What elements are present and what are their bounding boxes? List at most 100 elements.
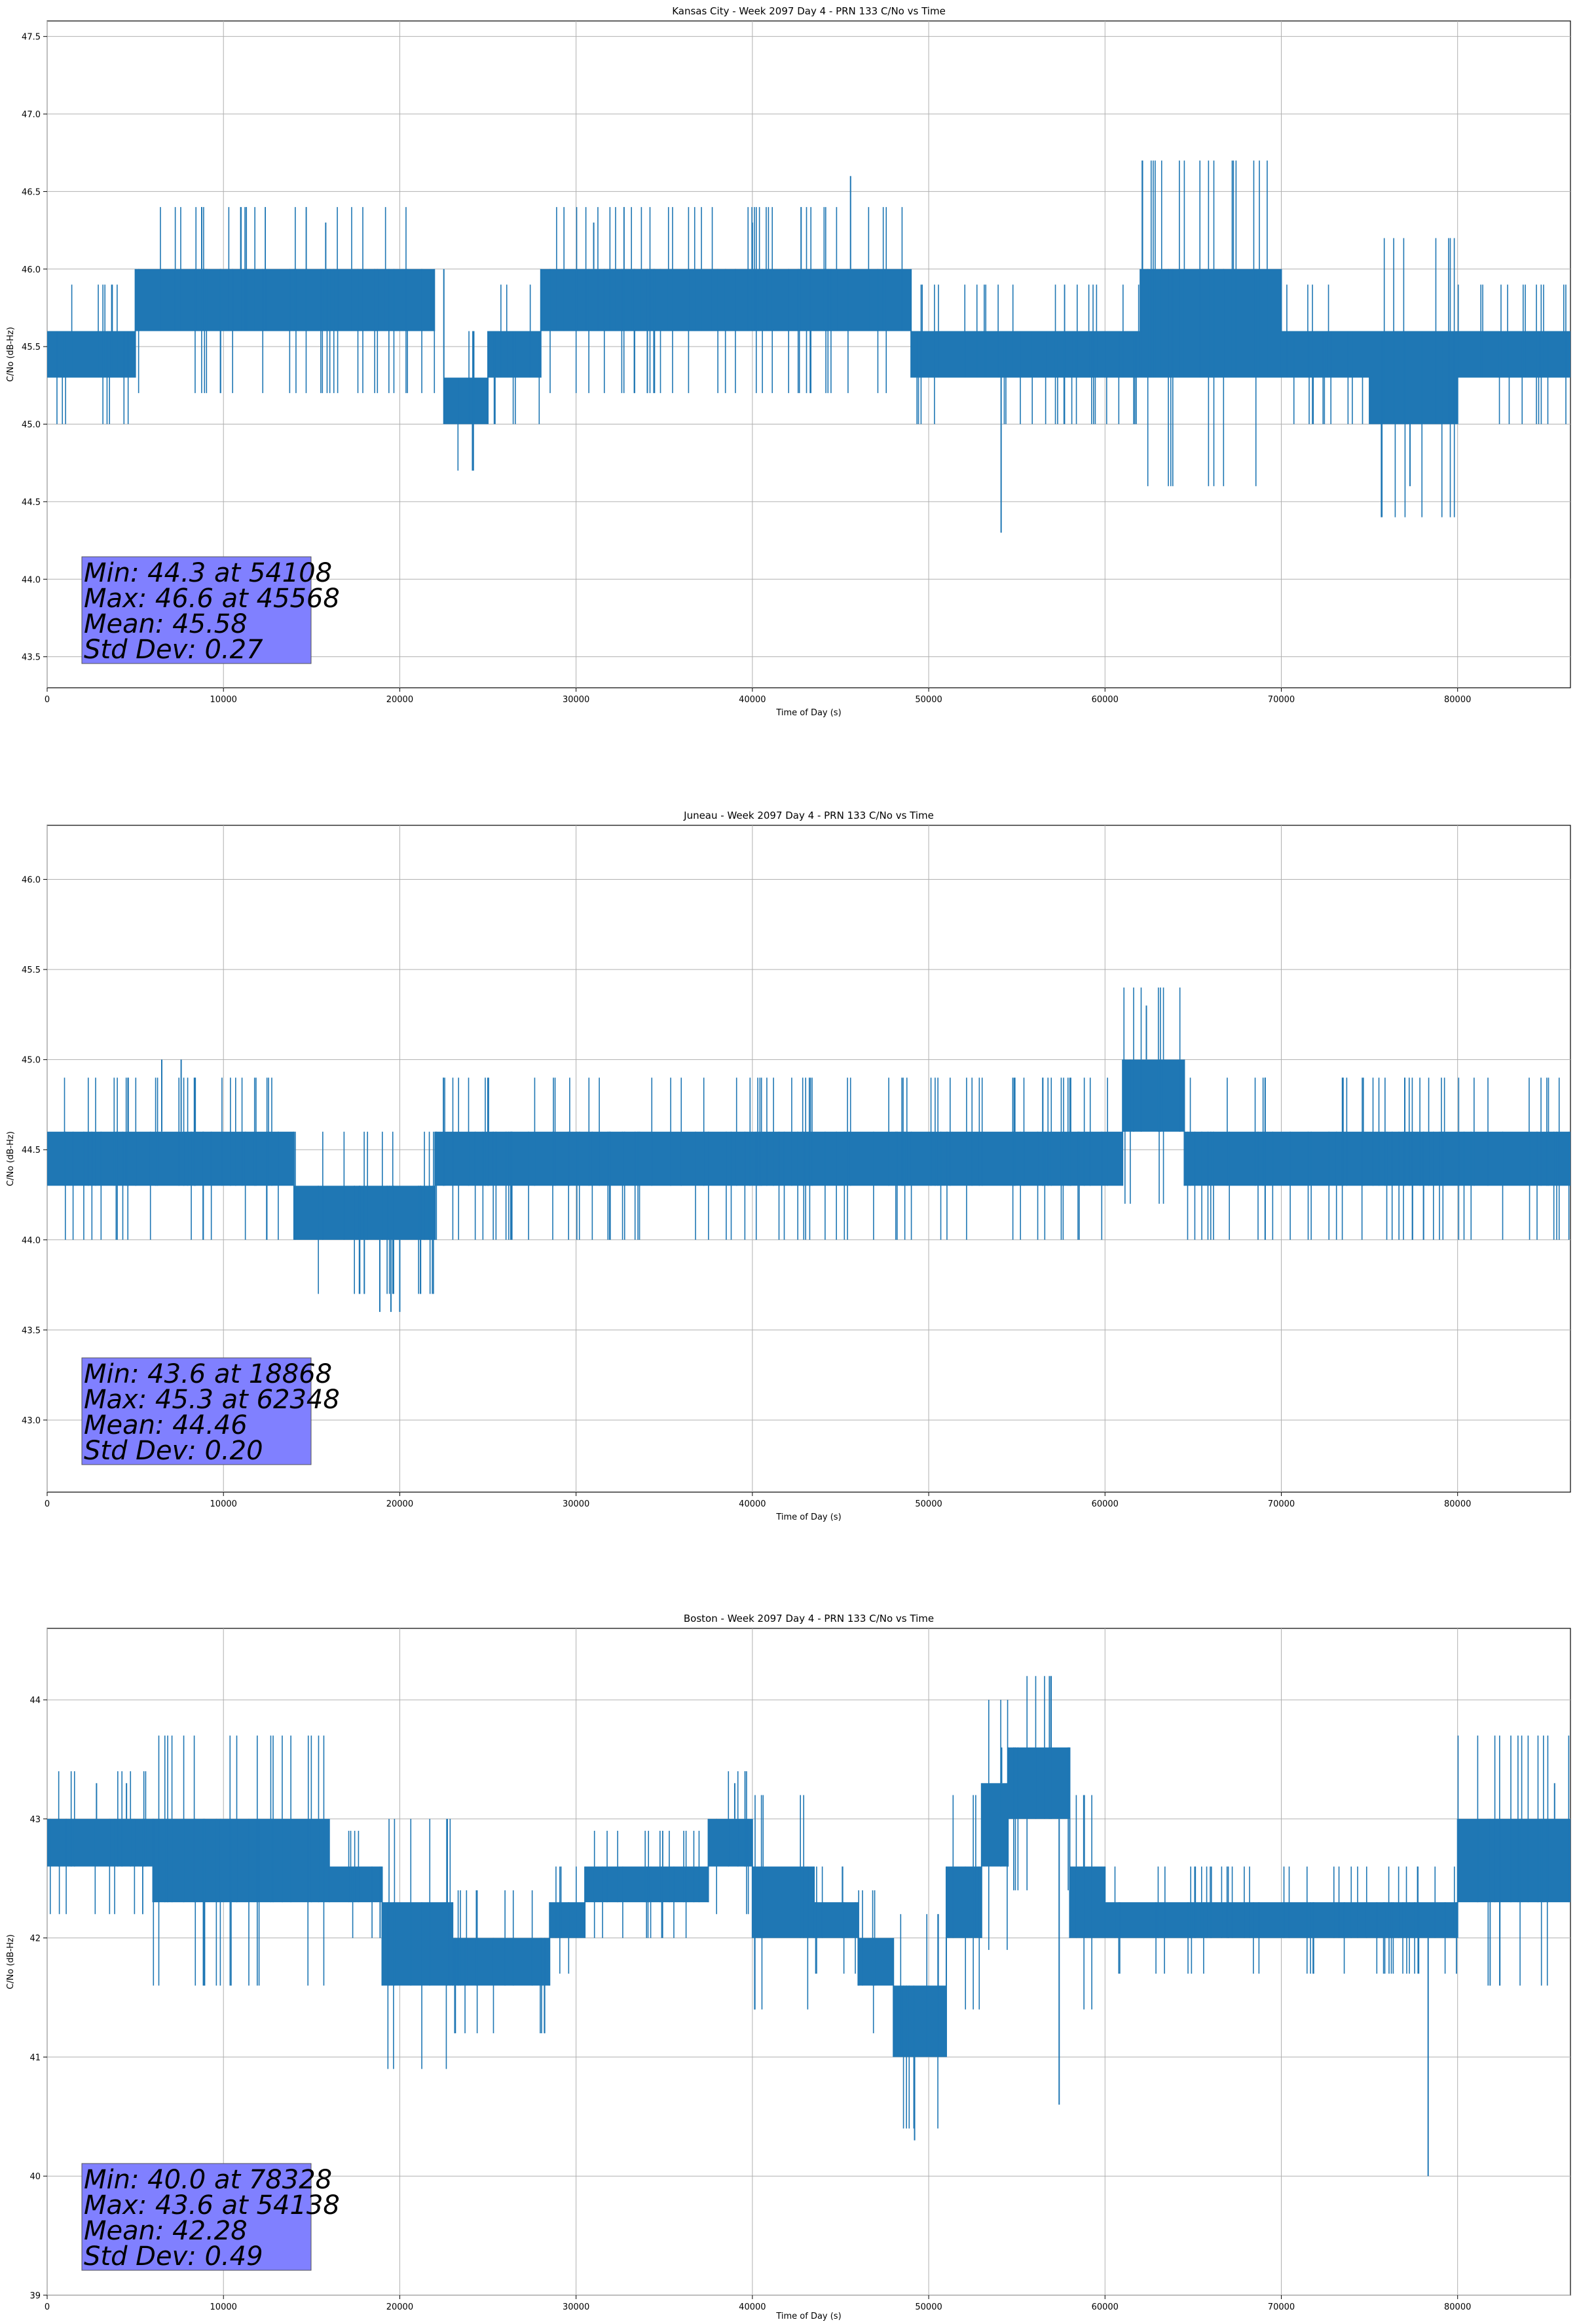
x-tick-label: 70000 (1268, 2302, 1295, 2312)
series-band (1369, 331, 1458, 424)
stats-box-background (81, 2163, 312, 2271)
x-tick-label: 80000 (1444, 2302, 1471, 2312)
x-tick-label: 80000 (1444, 695, 1471, 705)
stat-std-dev: Std Dev: 0.20 (84, 1436, 263, 1466)
series-band (293, 269, 436, 331)
series-band (981, 1783, 1009, 1867)
x-tick-label: 70000 (1268, 1499, 1295, 1509)
x-tick-label: 70000 (1268, 695, 1295, 705)
x-tick-label: 20000 (386, 2302, 413, 2312)
y-axis-label: C/No (dB-Hz) (6, 1934, 16, 1989)
x-tick-label: 10000 (210, 695, 237, 705)
series-band (443, 377, 489, 424)
stats-box: Min: 43.6 at 18868 Max: 45.3 at 62348 Me… (81, 1357, 340, 1466)
series-band (708, 1818, 752, 1867)
y-tick-label: 43.5 (22, 1326, 41, 1336)
series-band (329, 1866, 382, 1903)
y-tick-label: 43.0 (22, 1416, 41, 1426)
y-tick-label: 41 (29, 2053, 41, 2063)
stat-mean: Mean: 44.46 (84, 1410, 248, 1440)
x-tick-label: 60000 (1092, 695, 1119, 705)
x-tick-label: 10000 (210, 2302, 237, 2312)
stat-min: Min: 44.3 at 54108 (84, 558, 332, 588)
x-tick-label: 30000 (563, 1499, 589, 1509)
series-band (1228, 1902, 1458, 1938)
x-tick-label: 40000 (739, 1499, 766, 1509)
stats-box-background (81, 1357, 312, 1465)
y-tick-label: 42 (29, 1934, 41, 1944)
x-tick-label: 0 (45, 2302, 50, 2312)
x-tick-label: 80000 (1444, 1499, 1471, 1509)
stats-box: Min: 44.3 at 54108 Max: 46.6 at 45568 Me… (81, 556, 340, 665)
stat-mean: Mean: 42.28 (84, 2216, 248, 2246)
chart-title: Kansas City - Week 2097 Day 4 - PRN 133 … (672, 5, 946, 17)
stat-max: Max: 46.6 at 45568 (84, 584, 340, 614)
series-band (1281, 331, 1370, 378)
y-tick-label: 39 (29, 2291, 41, 2301)
series-band (1457, 1818, 1570, 1903)
x-tick-label: 60000 (1092, 2302, 1119, 2312)
y-tick-label: 44.0 (22, 575, 41, 585)
y-tick-label: 46.0 (22, 265, 41, 275)
stats-box: Min: 40.0 at 78328 Max: 43.6 at 54138 Me… (81, 2163, 340, 2272)
stat-std-dev: Std Dev: 0.49 (84, 2241, 263, 2272)
stat-min: Min: 43.6 at 18868 (84, 1359, 332, 1389)
chart-boston: Boston - Week 2097 Day 4 - PRN 133 C/No … (6, 1613, 1571, 2321)
stat-max: Max: 45.3 at 62348 (84, 1385, 340, 1415)
x-tick-label: 0 (45, 695, 50, 705)
series-band (47, 1818, 153, 1867)
y-tick-label: 44.5 (22, 498, 41, 508)
series-band (549, 1902, 585, 1938)
series-band (946, 1866, 982, 1938)
y-tick-label: 46.5 (22, 187, 41, 197)
stat-max: Max: 43.6 at 54138 (84, 2190, 340, 2221)
series-band (453, 1938, 550, 1986)
series-band (135, 269, 294, 331)
x-tick-label: 40000 (739, 695, 766, 705)
y-tick-label: 47.0 (22, 110, 41, 120)
y-tick-label: 44 (29, 1696, 41, 1706)
chart-juneau: Juneau - Week 2097 Day 4 - PRN 133 C/No … (6, 810, 1571, 1522)
series-band (1457, 331, 1570, 378)
x-tick-label: 20000 (386, 1499, 413, 1509)
series-band (1105, 1902, 1229, 1938)
y-tick-label: 47.5 (22, 33, 41, 43)
x-tick-label: 20000 (386, 695, 413, 705)
y-tick-label: 45.0 (22, 1056, 41, 1066)
series-band (1008, 1747, 1070, 1819)
x-tick-label: 30000 (563, 2302, 589, 2312)
y-tick-label: 46.0 (22, 876, 41, 886)
x-axis-label: Time of Day (s) (775, 708, 841, 718)
series-band (488, 331, 541, 378)
x-axis-label: Time of Day (s) (775, 1512, 841, 1522)
series-line (47, 160, 1570, 533)
y-tick-label: 43 (29, 1815, 41, 1825)
x-tick-label: 0 (45, 1499, 50, 1509)
y-tick-label: 44.0 (22, 1236, 41, 1246)
x-axis-ticks: 0 10000 20000 30000 40000 50000 60000 70000 8000… (45, 2295, 1471, 2312)
y-tick-label: 44.5 (22, 1146, 41, 1155)
y-tick-label: 45.5 (22, 965, 41, 975)
y-tick-label: 45.5 (22, 343, 41, 352)
y-tick-label: 45.0 (22, 421, 41, 430)
chart-kansas-city: Kansas City - Week 2097 Day 4 - PRN 133 … (6, 5, 1571, 718)
x-axis-ticks: 0 10000 20000 30000 40000 50000 60000 70000 8000… (45, 1492, 1471, 1509)
series-band (1184, 1131, 1570, 1186)
series-band (911, 331, 1141, 378)
series-band (858, 1938, 894, 1986)
y-axis-ticks: 43.5 44.0 44.5 45.0 45.5 46.0 46.5 47.0 47.5 (22, 33, 47, 663)
series-band (153, 1818, 329, 1903)
series-band (47, 331, 136, 378)
stat-mean: Mean: 45.58 (84, 609, 248, 639)
x-tick-label: 50000 (915, 2302, 942, 2312)
y-axis-label: C/No (dB-Hz) (6, 327, 16, 382)
y-axis-label: C/No (dB-Hz) (6, 1131, 16, 1186)
chart-title: Boston - Week 2097 Day 4 - PRN 133 C/No … (684, 1613, 934, 1624)
x-tick-label: 10000 (210, 1499, 237, 1509)
x-tick-label: 50000 (915, 695, 942, 705)
x-tick-label: 30000 (563, 695, 589, 705)
series-band (1069, 1866, 1105, 1938)
series-band (1122, 1059, 1185, 1132)
x-tick-label: 60000 (1092, 1499, 1119, 1509)
